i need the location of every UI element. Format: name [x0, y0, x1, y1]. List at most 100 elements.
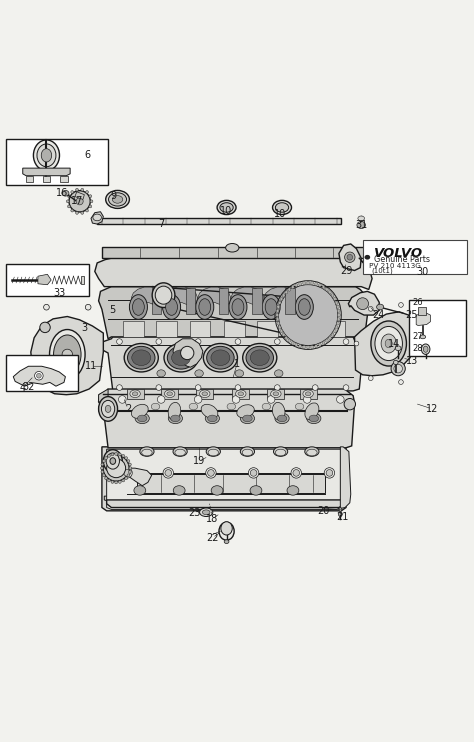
Ellipse shape [240, 413, 255, 424]
Ellipse shape [76, 198, 83, 205]
Text: 14: 14 [388, 338, 401, 349]
Ellipse shape [365, 266, 372, 270]
Ellipse shape [206, 447, 220, 456]
Ellipse shape [312, 339, 318, 344]
Ellipse shape [172, 350, 191, 366]
Polygon shape [339, 244, 361, 271]
Ellipse shape [86, 209, 89, 212]
Ellipse shape [35, 372, 43, 380]
Polygon shape [38, 275, 51, 285]
Text: 32: 32 [22, 382, 35, 392]
Ellipse shape [305, 403, 319, 420]
Ellipse shape [85, 304, 91, 310]
Ellipse shape [202, 510, 210, 515]
Ellipse shape [66, 200, 69, 203]
Ellipse shape [102, 474, 105, 476]
Ellipse shape [262, 295, 280, 319]
Ellipse shape [295, 403, 304, 410]
Ellipse shape [105, 405, 111, 413]
Ellipse shape [291, 467, 301, 478]
Ellipse shape [44, 304, 49, 310]
Ellipse shape [337, 309, 340, 312]
Ellipse shape [275, 203, 289, 212]
Text: VOLVO: VOLVO [374, 247, 423, 260]
Ellipse shape [208, 415, 217, 421]
Ellipse shape [205, 413, 219, 424]
Polygon shape [196, 389, 213, 399]
Ellipse shape [381, 334, 396, 353]
Polygon shape [190, 321, 210, 337]
Text: 7: 7 [158, 219, 164, 229]
Polygon shape [300, 389, 317, 399]
Ellipse shape [171, 415, 180, 421]
Ellipse shape [122, 479, 125, 482]
Ellipse shape [173, 447, 187, 456]
Ellipse shape [108, 454, 110, 457]
Ellipse shape [99, 396, 118, 421]
Polygon shape [219, 288, 228, 314]
Ellipse shape [168, 413, 182, 424]
Ellipse shape [199, 299, 210, 315]
Ellipse shape [299, 282, 301, 286]
Ellipse shape [291, 341, 294, 344]
Polygon shape [224, 321, 245, 337]
Text: 18: 18 [206, 514, 219, 524]
Ellipse shape [262, 403, 271, 410]
Ellipse shape [385, 339, 392, 348]
Bar [6, 355, 78, 391]
Ellipse shape [319, 283, 321, 287]
Polygon shape [267, 389, 284, 399]
Ellipse shape [395, 346, 401, 351]
Ellipse shape [399, 380, 403, 384]
Ellipse shape [89, 205, 92, 208]
Ellipse shape [235, 370, 244, 377]
Ellipse shape [200, 390, 210, 398]
Ellipse shape [206, 467, 216, 478]
Text: 30: 30 [417, 267, 429, 278]
Ellipse shape [227, 403, 236, 410]
Ellipse shape [128, 463, 131, 466]
Ellipse shape [310, 345, 313, 349]
Ellipse shape [277, 415, 287, 421]
Ellipse shape [238, 392, 244, 395]
Ellipse shape [335, 326, 338, 329]
Text: Genuine Parts: Genuine Parts [374, 255, 429, 263]
Ellipse shape [132, 392, 138, 395]
Ellipse shape [195, 370, 203, 377]
Ellipse shape [173, 486, 185, 495]
Ellipse shape [328, 336, 331, 340]
Ellipse shape [250, 486, 262, 495]
Ellipse shape [81, 211, 84, 214]
Polygon shape [13, 367, 65, 386]
Ellipse shape [129, 295, 147, 319]
Text: 3: 3 [82, 324, 87, 333]
Text: 17: 17 [71, 197, 83, 206]
Ellipse shape [224, 539, 229, 544]
Polygon shape [416, 313, 430, 326]
Ellipse shape [307, 281, 310, 284]
Ellipse shape [37, 144, 56, 167]
Ellipse shape [89, 194, 92, 197]
Polygon shape [102, 337, 363, 391]
Ellipse shape [40, 322, 50, 332]
Ellipse shape [115, 453, 118, 456]
Ellipse shape [287, 486, 299, 495]
Ellipse shape [274, 339, 280, 344]
Ellipse shape [354, 341, 359, 346]
Ellipse shape [142, 449, 152, 456]
Ellipse shape [117, 339, 122, 344]
Ellipse shape [242, 449, 253, 456]
Ellipse shape [291, 286, 294, 289]
Ellipse shape [303, 281, 306, 285]
Polygon shape [60, 176, 68, 183]
Ellipse shape [235, 385, 241, 390]
Ellipse shape [273, 447, 288, 456]
Ellipse shape [103, 455, 129, 482]
Ellipse shape [326, 339, 328, 342]
Ellipse shape [236, 390, 246, 398]
Bar [6, 139, 108, 186]
Ellipse shape [109, 193, 127, 206]
Ellipse shape [293, 470, 300, 476]
Ellipse shape [125, 477, 128, 479]
Ellipse shape [108, 479, 110, 482]
